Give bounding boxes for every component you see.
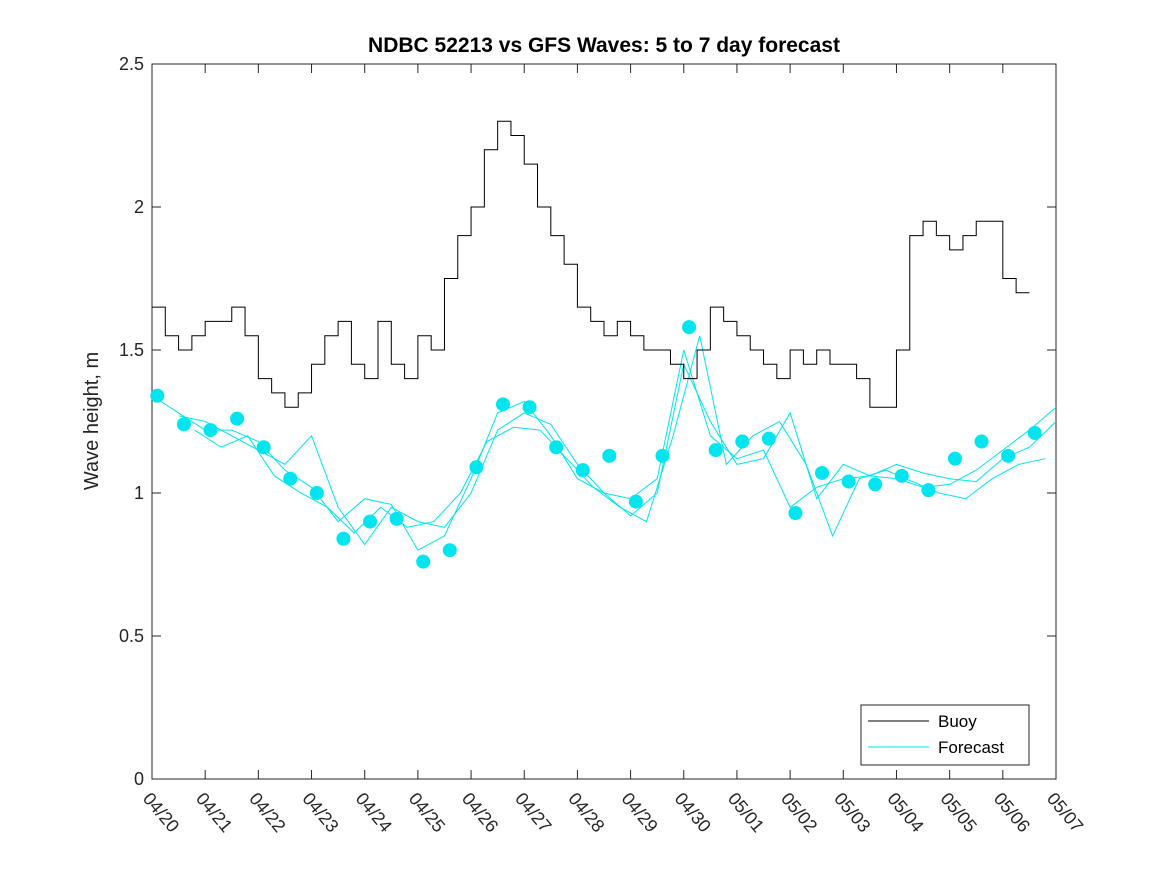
legend: Buoy Forecast [860,704,1030,766]
forecast-point [522,400,537,415]
forecast-point [176,417,191,432]
forecast-point [203,423,218,438]
forecast-point [894,468,909,483]
buoy-series-line [152,120,1030,408]
forecast-point [230,411,245,426]
forecast-point [575,463,590,478]
forecast-point [761,431,776,446]
y-axis-label: Wave height, m [81,352,103,490]
forecast-point [309,486,324,500]
forecast-point [495,397,510,412]
y-tick-label: 0.5 [119,626,144,646]
forecast-point [682,320,697,335]
forecast-point [469,460,484,475]
forecast-point [655,448,670,463]
forecast-point [602,448,617,463]
forecast-point [442,543,457,558]
forecast-point [788,506,803,521]
legend-box [860,704,1030,766]
y-tick-label: 1.5 [119,340,144,360]
legend-buoy-label: Buoy [938,712,977,731]
forecast-point [815,465,830,480]
forecast-point [947,451,962,466]
y-tick-label: 2.5 [119,54,144,74]
forecast-point [841,474,856,489]
y-tick-label: 1 [134,483,144,503]
y-tick-label: 0 [134,769,144,789]
forecast-point [708,443,723,458]
forecast-point [363,514,378,529]
forecast-point [974,434,989,449]
forecast-point [628,494,643,509]
forecast-point [389,511,404,526]
forecast-run-line [178,362,1057,546]
forecast-point [921,483,936,498]
forecast-point [150,388,165,403]
forecast-point [735,434,750,449]
forecast-point [256,440,271,455]
forecast-point [283,471,298,486]
legend-forecast-label: Forecast [938,738,1004,757]
chart-title: NDBC 52213 vs GFS Waves: 5 to 7 day fore… [368,34,840,57]
forecast-point [1027,425,1042,440]
forecast-point [549,440,564,455]
forecast-point [336,531,351,546]
y-tick-label: 2 [134,197,144,217]
forecast-point [868,477,883,492]
forecast-point [416,554,431,569]
forecast-point [1001,448,1016,463]
